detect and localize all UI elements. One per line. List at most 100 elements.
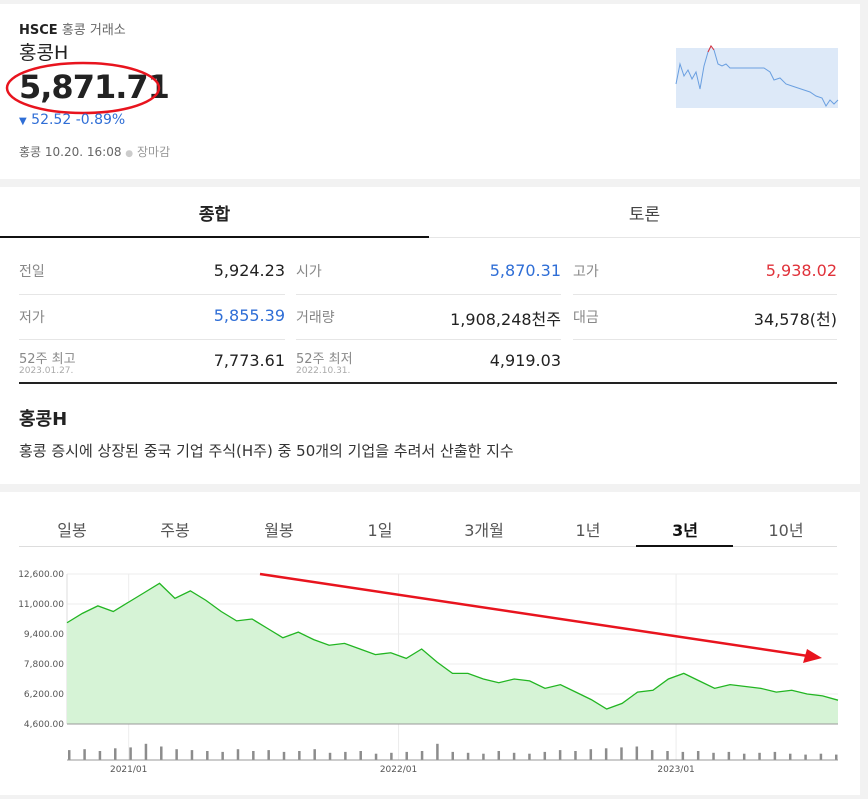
volume-bar (282, 751, 286, 760)
volume-bar (758, 752, 761, 760)
volume-bar (482, 753, 485, 760)
volume-bar (681, 751, 685, 760)
volume-bar (512, 752, 516, 760)
volume-bar (589, 749, 593, 760)
y-tick-label: 6,200.00 (24, 690, 64, 700)
mini-chart-range (676, 48, 838, 108)
stats-bottom-rule (19, 382, 837, 384)
tab-summary[interactable]: 종합 (198, 205, 231, 225)
active-period-underline (636, 545, 733, 547)
high52-value: 7,773.61 (213, 351, 285, 370)
chart-section: 일봉 주봉 월봉 1일 3개월 1년 3년 10년 12,600.00 11,000.00 9,4… (0, 492, 860, 795)
volume-bar (574, 751, 577, 760)
period-tab-7[interactable]: 10년 (768, 521, 804, 540)
quote-header: HSCE 홍콩 거래소 홍콩H 5,871.71 ▼ 52.52 -0.89% … (0, 4, 860, 179)
period-tab-4[interactable]: 3개월 (464, 521, 504, 540)
row-divider (19, 294, 285, 295)
x-tick-label: 2023/01 (657, 765, 694, 775)
trend-arrow-line (259, 572, 809, 658)
period-tab-3[interactable]: 1일 (367, 521, 393, 540)
period-tab-6[interactable]: 3년 (672, 521, 698, 540)
volume-bar (313, 749, 316, 760)
summary-section: 종합 토론 전일 5,924.23 시가 5,870.31 고가 5,938.0… (0, 187, 860, 484)
mini-chart-line (675, 45, 839, 107)
period-tab-1[interactable]: 주봉 (160, 521, 190, 540)
volume-bar (543, 751, 547, 760)
volume-bar (359, 751, 362, 760)
volume-bar (835, 754, 838, 760)
volume-bar (420, 751, 424, 760)
volume-bar (98, 751, 102, 760)
row-divider (296, 294, 561, 295)
volume-bar (344, 751, 347, 760)
period-tab-2[interactable]: 월봉 (264, 521, 294, 540)
row-divider (296, 339, 561, 340)
y-tick-label: 12,600.00 (18, 570, 64, 580)
volume-bar (819, 753, 823, 760)
volume-bar (558, 750, 562, 760)
volume-value: 1,908,248천주 (450, 310, 561, 329)
amount-label: 대금 (573, 310, 599, 326)
volume-bar (666, 751, 669, 760)
open-label: 시가 (296, 264, 322, 280)
change-value: 52.52 (31, 112, 72, 128)
volume-bar (374, 753, 378, 760)
high52-label: 52주 최고 (19, 352, 76, 367)
index-name: 홍콩H (19, 42, 69, 64)
volume-bar (436, 743, 439, 760)
y-tick-label: 4,600.00 (24, 720, 64, 730)
description-title: 홍콩H (19, 409, 68, 430)
mini-chart[interactable] (674, 34, 840, 114)
volume-bar (650, 750, 654, 760)
low-value: 5,855.39 (213, 306, 285, 325)
y-tick-label: 11,000.00 (18, 600, 64, 610)
volume-bar (405, 751, 408, 760)
row-divider (19, 339, 285, 340)
period-tabs-divider (19, 546, 837, 547)
price-highlight-circle (5, 61, 161, 115)
period-tab-0[interactable]: 일봉 (57, 521, 87, 540)
y-tick-label: 7,800.00 (24, 660, 64, 670)
volume-bar (221, 751, 224, 760)
x-tick-label: 2021/01 (110, 765, 147, 775)
volume-label: 거래량 (296, 310, 335, 326)
low52-label: 52주 최저 (296, 352, 353, 367)
volume-bar (773, 751, 777, 760)
index-code: HSCE (19, 23, 58, 38)
status-dot-icon: ● (125, 149, 134, 159)
volume-bar (635, 746, 639, 760)
prev-close-label: 전일 (19, 264, 45, 280)
volume-bar (129, 747, 132, 760)
tab-discussion[interactable]: 토론 (628, 205, 661, 225)
volume-bar (466, 752, 470, 760)
low-label: 저가 (19, 310, 45, 326)
volume-bar (252, 751, 255, 760)
low52-date: 2022.10.31. (296, 366, 351, 376)
amount-value: 34,578(천) (753, 310, 837, 329)
trend-arrowhead-icon (803, 649, 822, 663)
volume-bar (696, 751, 700, 760)
period-tab-5[interactable]: 1년 (575, 521, 601, 540)
volume-bar (788, 753, 792, 760)
volume-bar (68, 750, 71, 760)
volume-bar (175, 749, 178, 760)
volume-bar (390, 752, 393, 760)
volume-bar (190, 750, 194, 760)
low52-value: 4,919.03 (489, 351, 561, 370)
volume-bar (298, 751, 301, 760)
volume-bar (236, 749, 240, 760)
y-tick-label: 9,400.00 (24, 630, 64, 640)
price-chart[interactable]: 12,600.00 11,000.00 9,400.00 7,800.00 6,200.… (0, 552, 860, 792)
volume-bar (727, 751, 731, 760)
description-text: 홍콩 증시에 상장된 중국 기업 주식(H주) 중 50개의 기업을 추려서 산… (19, 442, 514, 460)
volume-bar (114, 748, 117, 760)
volume-bar (742, 753, 746, 760)
market-status: 장마감 (136, 145, 171, 159)
exchange-name: 홍콩 거래소 (61, 23, 126, 38)
volume-bar (620, 747, 623, 760)
volume-bar (160, 746, 163, 760)
volume-bar (267, 750, 270, 760)
row-divider (573, 339, 837, 340)
volume-bar (528, 753, 531, 760)
volume-bar (206, 751, 209, 760)
